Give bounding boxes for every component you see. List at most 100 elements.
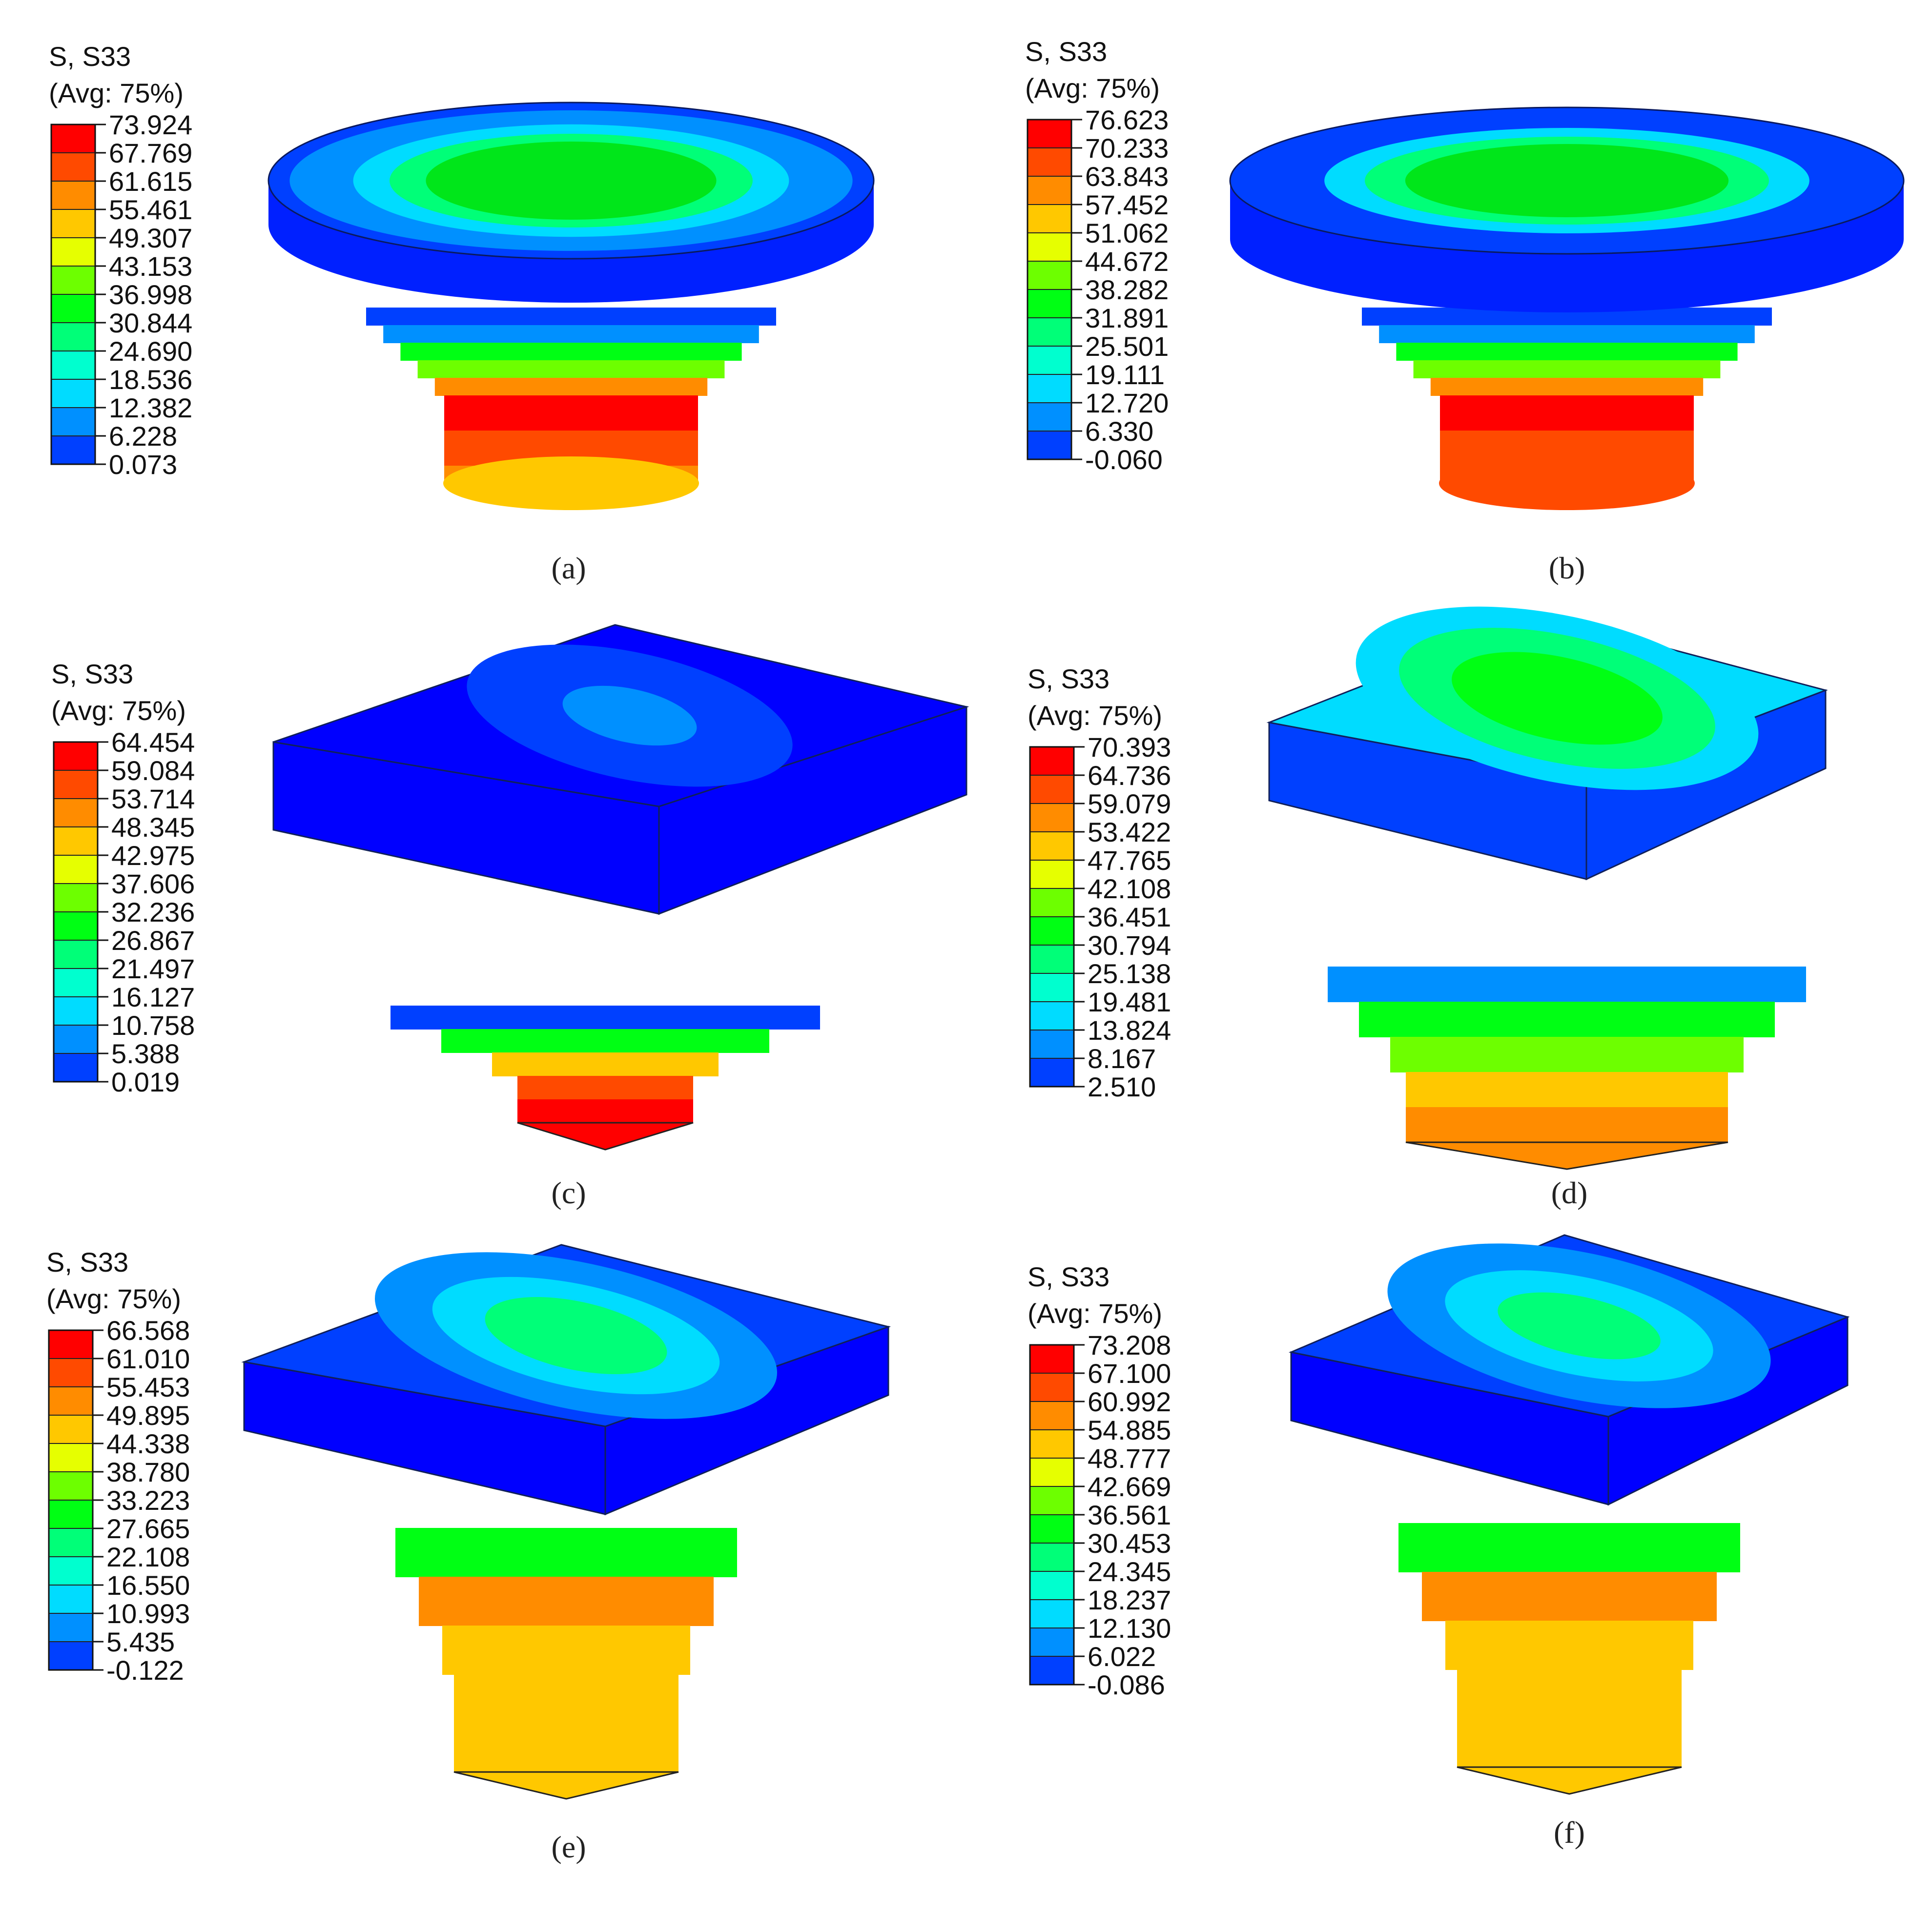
legend-tick-label: 25.501 [1085, 331, 1169, 362]
legend-title: S, S33 [49, 41, 131, 72]
panel-b: S, S33 (Avg: 75%)76.62370.23363.84357.452… [1025, 36, 1905, 585]
legend-band [51, 379, 96, 408]
legend-subtitle: (Avg: 75%) [1025, 73, 1160, 103]
legend-title: S, S33 [51, 659, 133, 689]
legend-subtitle: (Avg: 75%) [49, 78, 184, 108]
legend-band [1029, 775, 1074, 804]
stem-band [1396, 343, 1738, 361]
legend-tick-label: 32.236 [111, 897, 195, 927]
legend-tick-label: 33.223 [106, 1485, 190, 1516]
legend-tick-label: 26.867 [111, 925, 195, 956]
legend-tick-label: 63.843 [1085, 161, 1169, 192]
legend-tick-label: 70.233 [1085, 133, 1169, 164]
legend-tick-label: -0.122 [106, 1655, 184, 1686]
legend-band [1029, 1514, 1074, 1544]
panel-caption: (f) [1554, 1815, 1585, 1850]
stem-band [442, 1626, 690, 1675]
legend-tick-label: 22.108 [106, 1542, 190, 1572]
stem-band [383, 325, 759, 343]
legend-tick-label: 6.022 [1088, 1641, 1156, 1672]
legend-band [48, 1528, 93, 1557]
legend-band [1029, 1486, 1074, 1515]
legend-band [51, 209, 96, 238]
legend-band [1029, 888, 1074, 917]
legend-tick-label: 27.665 [106, 1513, 190, 1544]
panel-caption: (c) [551, 1175, 586, 1210]
legend-tick-label: 43.153 [109, 251, 192, 282]
panel-d: S, S33 (Avg: 75%)70.39364.73659.07953.422… [1028, 606, 1828, 1210]
legend-band [1029, 973, 1074, 1002]
legend-band [48, 1556, 93, 1586]
legend-band [53, 883, 98, 912]
legend-tick-label: 19.111 [1085, 359, 1165, 390]
stem-band [1457, 1669, 1682, 1719]
legend-tick-label: 12.382 [109, 392, 192, 423]
stem-band [517, 1099, 693, 1123]
legend-band [51, 407, 96, 436]
legend-tick-label: 61.010 [106, 1343, 190, 1374]
legend-band [48, 1330, 93, 1359]
legend-band [51, 152, 96, 182]
cap-contour [1498, 1292, 1661, 1360]
legend-band [53, 742, 98, 771]
legend-tick-label: 12.130 [1088, 1613, 1171, 1644]
cap-contour [426, 142, 717, 220]
legend-tick-label: 8.167 [1088, 1043, 1156, 1074]
stem-band [395, 1528, 737, 1577]
legend-band [1027, 176, 1072, 205]
legend-band [53, 968, 98, 997]
legend-band [1027, 232, 1072, 262]
legend-band [1029, 803, 1074, 832]
panel-e: S, S33 (Avg: 75%)66.56861.01055.45349.895… [46, 1244, 891, 1864]
legend-title: S, S33 [1028, 1261, 1110, 1292]
legend-tick-label: 42.669 [1088, 1471, 1171, 1502]
legend-tick-label: 0.019 [111, 1067, 180, 1097]
legend-tick-label: 36.561 [1088, 1500, 1171, 1530]
cap-contour [1405, 144, 1729, 217]
legend-tick-label: 37.606 [111, 868, 195, 899]
legend-tick-label: 36.998 [109, 279, 192, 310]
legend-tick-label: 44.338 [106, 1428, 190, 1459]
cap-contour [562, 685, 697, 746]
stem-band [1457, 1718, 1682, 1768]
legend-band [1029, 1344, 1074, 1374]
stem-band [454, 1674, 678, 1724]
legend-tick-label: 59.084 [111, 755, 195, 786]
legend-band [1027, 204, 1072, 233]
legend-title: S, S33 [46, 1247, 128, 1277]
stem-band [492, 1052, 719, 1076]
cap-contour [1452, 652, 1663, 745]
stem-bottom [443, 456, 699, 510]
legend-tick-label: 42.975 [111, 840, 195, 871]
legend-band [1029, 831, 1074, 861]
stem-bottom [1405, 1141, 1728, 1170]
legend-tick-label: 38.282 [1085, 274, 1169, 305]
legend-tick-label: 31.891 [1085, 303, 1169, 333]
panel-c: S, S33 (Avg: 75%)64.45459.08453.71448.345… [51, 624, 969, 1210]
legend-tick-label: 47.765 [1088, 845, 1171, 876]
stem-band [1398, 1523, 1740, 1572]
legend-tick-label: 30.844 [109, 308, 192, 338]
stem-band [400, 343, 742, 361]
stem-band [1328, 967, 1806, 1002]
stem-band [1359, 1002, 1775, 1037]
legend-band [1029, 1001, 1074, 1030]
legend-band [1027, 431, 1072, 460]
legend-band [1029, 916, 1074, 946]
legend-band [1029, 945, 1074, 974]
stem-bottom [1439, 456, 1695, 510]
legend-tick-label: 2.510 [1088, 1071, 1156, 1102]
panel-caption: (a) [551, 551, 586, 585]
legend-band [1029, 1571, 1074, 1600]
legend-band [51, 294, 96, 323]
legend-band [1027, 261, 1072, 290]
legend-band [1029, 1030, 1074, 1059]
legend-band [1027, 147, 1072, 177]
legend-tick-label: 51.062 [1085, 218, 1169, 248]
legend-tick-label: 6.228 [109, 421, 177, 452]
legend-band [1029, 860, 1074, 889]
legend-subtitle: (Avg: 75%) [1028, 700, 1162, 731]
legend-band [53, 1053, 98, 1082]
legend-band [51, 266, 96, 295]
